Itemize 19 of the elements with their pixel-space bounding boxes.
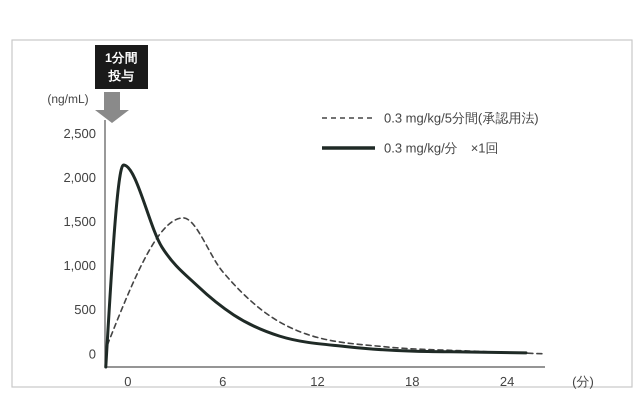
legend-label: 0.3 mg/kg/5分間(承認用法) — [384, 110, 539, 126]
y-tick-label: 2,000 — [63, 170, 96, 185]
y-tick-label: 1,500 — [63, 214, 96, 229]
x-tick-label: 6 — [219, 374, 226, 389]
legend-label: 0.3 mg/kg/分 ×1回 — [384, 140, 499, 156]
y-axis-title: (ng/mL) — [47, 92, 89, 106]
x-tick-label: 12 — [310, 374, 325, 389]
x-tick-label: 0 — [124, 374, 132, 389]
y-tick-label: 2,500 — [63, 126, 96, 141]
y-tick-label: 500 — [74, 302, 96, 318]
y-tick-label: 0 — [88, 346, 96, 362]
text: 1分間 — [105, 51, 138, 65]
x-tick-label: 24 — [500, 374, 514, 389]
text: 投与 — [108, 69, 134, 83]
y-tick-label: 1,000 — [63, 258, 96, 274]
x-axis-title: (分) — [572, 374, 594, 389]
x-tick-label: 18 — [405, 374, 420, 389]
line-series — [104, 163, 528, 368]
line-series — [106, 217, 544, 355]
